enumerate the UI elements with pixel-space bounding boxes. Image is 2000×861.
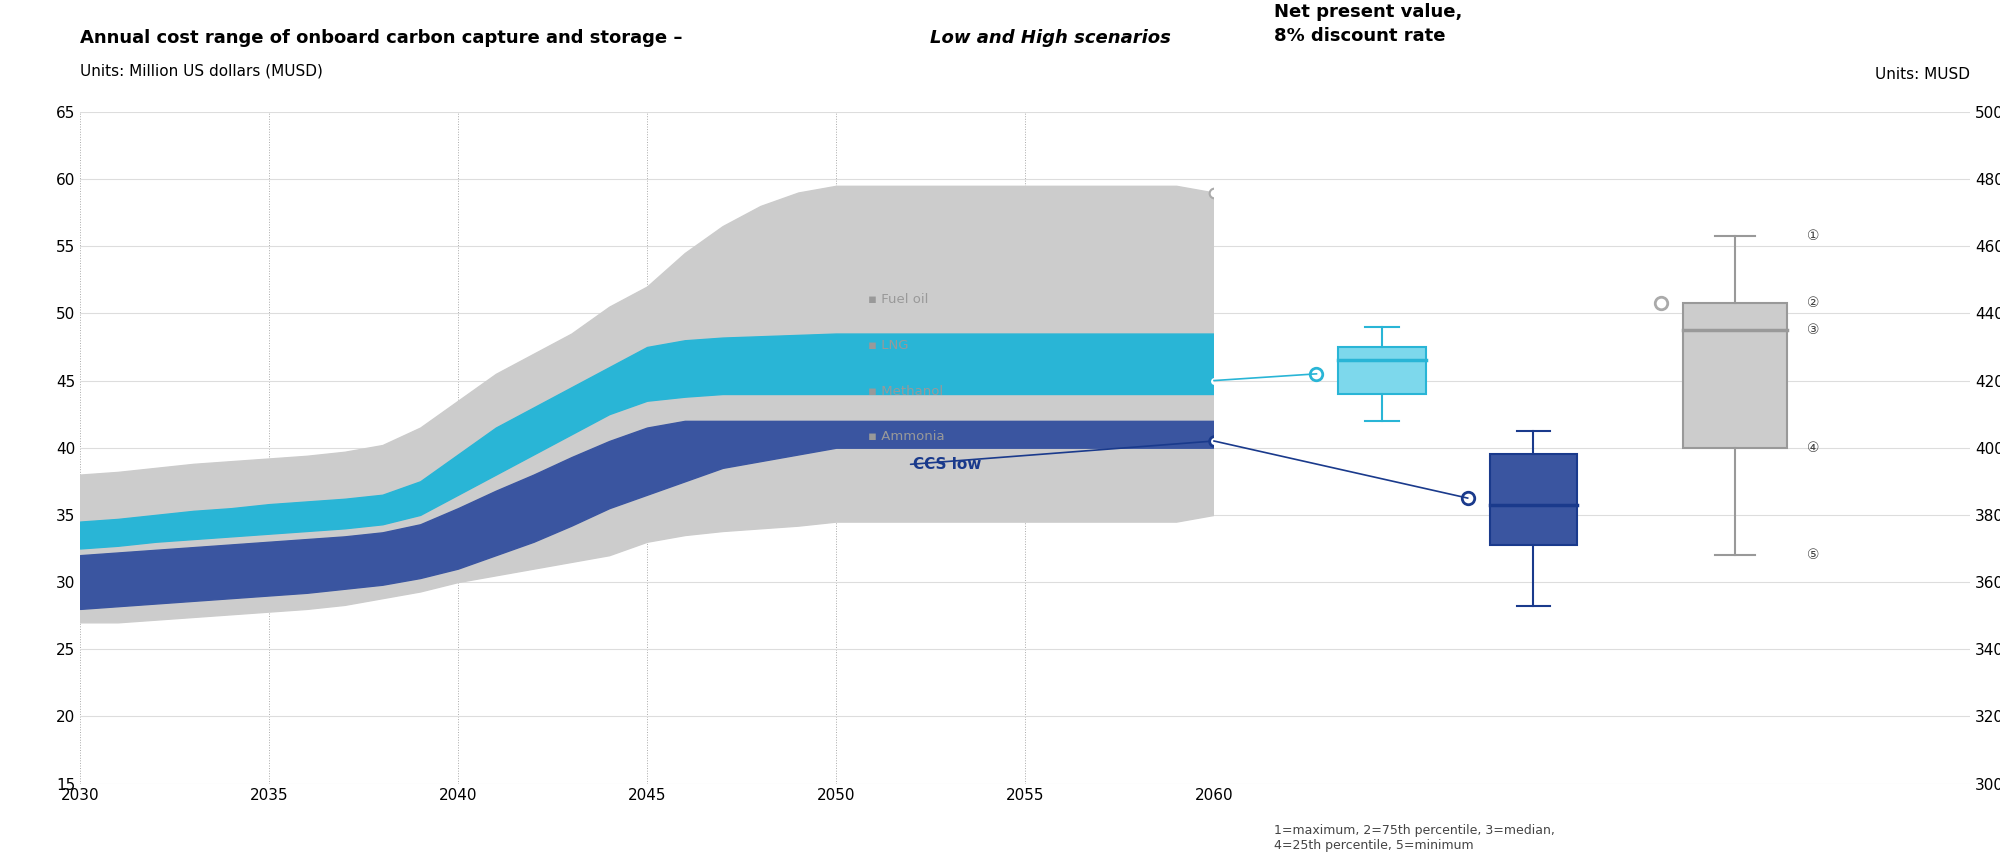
Text: ▪ Methanol: ▪ Methanol — [868, 385, 944, 398]
Text: ④: ④ — [1808, 441, 1820, 455]
Text: Net present value,
8% discount rate: Net present value, 8% discount rate — [1274, 3, 1462, 45]
Text: CCS high: CCS high — [914, 363, 990, 378]
Bar — [1490, 455, 1576, 545]
Text: ▪ Ammonia: ▪ Ammonia — [868, 430, 944, 443]
Text: Units: MUSD: Units: MUSD — [1876, 66, 1970, 82]
Text: 1=maximum, 2=75th percentile, 3=median,
4=25th percentile, 5=minimum: 1=maximum, 2=75th percentile, 3=median, … — [1274, 824, 1556, 852]
Text: ▪ Fuel oil: ▪ Fuel oil — [868, 294, 928, 307]
Text: ⑤: ⑤ — [1808, 548, 1820, 562]
Text: ②: ② — [1808, 296, 1820, 310]
Bar — [1682, 303, 1786, 448]
Text: Units: Million US dollars (MUSD): Units: Million US dollars (MUSD) — [80, 64, 322, 78]
Text: ③: ③ — [1808, 323, 1820, 338]
Text: Annual cost range of onboard carbon capture and storage –: Annual cost range of onboard carbon capt… — [80, 29, 688, 47]
Text: Low and High scenarios: Low and High scenarios — [930, 29, 1170, 47]
Text: CCS low: CCS low — [914, 457, 982, 472]
Text: ①: ① — [1808, 229, 1820, 243]
Text: ▪ LNG: ▪ LNG — [868, 339, 908, 352]
Bar — [1338, 347, 1426, 394]
